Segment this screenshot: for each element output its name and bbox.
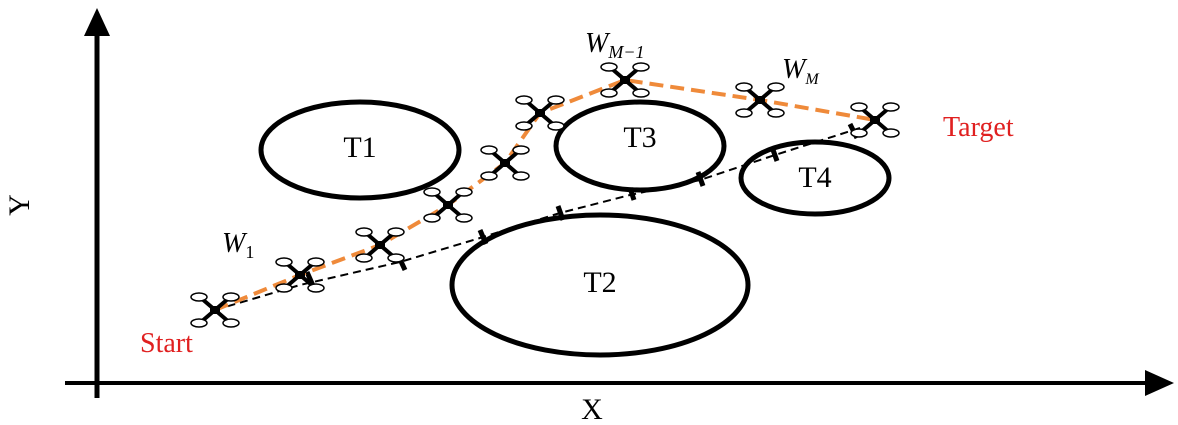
waypoint-label: W1	[222, 228, 254, 262]
obstacle-label: T2	[583, 266, 616, 299]
waypoint-base: W	[222, 228, 248, 259]
obstacle-label: T4	[798, 161, 831, 194]
x-axis-label: X	[581, 393, 603, 425]
waypoint-base: W	[585, 28, 611, 59]
waypoint-sub: 1	[245, 242, 254, 262]
waypoint-label: WM	[782, 54, 820, 88]
waypoint-label: WM−1	[585, 28, 644, 62]
drones	[191, 63, 899, 327]
target-label: Target	[943, 112, 1014, 143]
obstacle-label: T3	[623, 121, 656, 154]
y-axis-label: Y	[3, 194, 36, 216]
waypoint-base: W	[782, 54, 808, 85]
diagram: X Y T1 T2 T3 T4 W1 WM−1 WM Start Target	[0, 0, 1178, 425]
obstacle-label: T1	[343, 131, 376, 164]
waypoint-sub: M−1	[607, 42, 644, 62]
waypoint-sub: M	[804, 71, 820, 88]
start-label: Start	[140, 328, 193, 359]
axes	[65, 8, 1174, 398]
